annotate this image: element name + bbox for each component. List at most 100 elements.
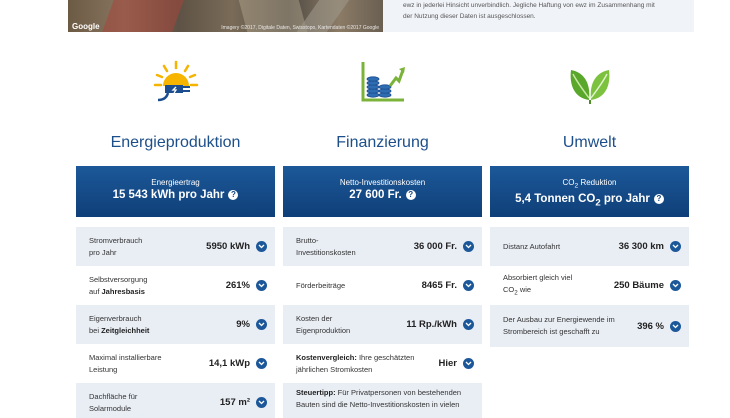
banner-value: 27 600 Fr.	[349, 189, 402, 201]
row-label: Für Privatpersonen von bestehenden	[335, 388, 462, 397]
row-label: pro Jahr	[89, 247, 117, 257]
row-label: Förderbeiträge	[296, 280, 346, 290]
row-label: wie	[517, 284, 532, 294]
row-value: 36 300 km	[618, 241, 664, 252]
row-energy-transition[interactable]: Der Ausbau zur Energiewende im Stromberei…	[490, 305, 689, 347]
row-label-bold: Jahresbasis	[101, 286, 145, 296]
chevron-down-icon[interactable]	[256, 280, 267, 291]
column-title: Umwelt	[562, 134, 617, 151]
banner-value: 15 543 kWh pro Jahr	[112, 189, 225, 201]
row-own-consumption[interactable]: Eigenverbrauch bei Zeitgleichheit 9%	[76, 305, 275, 344]
row-label: Selbstversorgung	[89, 274, 148, 284]
banner-value: pro Jahr	[600, 192, 650, 205]
energy-column: Energieproduktion Energieertrag 15 543 k…	[76, 52, 275, 418]
row-label: Kosten der	[296, 313, 333, 323]
chevron-down-icon[interactable]	[670, 280, 681, 291]
chevron-down-icon[interactable]	[670, 320, 681, 332]
co2-reduction-banner: CO2 Reduktion 5,4 Tonnen CO2 pro Jahr?	[490, 166, 689, 217]
row-label-bold: Steuertipp:	[296, 388, 336, 397]
chevron-down-icon[interactable]	[463, 280, 474, 291]
banner-label: Reduktion	[578, 178, 617, 187]
map-credit: Imagery ©2017, Digitale Daten, Swisstopo…	[221, 25, 379, 31]
row-production-cost[interactable]: Kosten der Eigenproduktion 11 Rp./kWh	[283, 305, 482, 344]
row-subsidies[interactable]: Förderbeiträge 8465 Fr.	[283, 266, 482, 305]
leaves-icon	[490, 52, 689, 112]
chevron-down-icon[interactable]	[256, 319, 267, 330]
row-label: Der Ausbau zur Energiewende im	[503, 315, 615, 324]
question-icon[interactable]: ?	[653, 193, 664, 204]
banner-label: Energieertrag	[151, 178, 200, 187]
net-investment-banner: Netto-Investitionskosten 27 600 Fr.?	[283, 166, 482, 217]
satellite-map[interactable]: Google Imagery ©2017, Digitale Daten, Sw…	[68, 0, 383, 32]
column-title: Finanzierung	[336, 134, 429, 151]
banner-label: CO	[562, 178, 575, 187]
energy-yield-banner: Energieertrag 15 543 kWh pro Jahr?	[76, 166, 275, 217]
row-cost-comparison[interactable]: Kostenvergleich: Ihre geschätzten jährlic…	[283, 344, 482, 383]
row-label: Distanz Autofahrt	[503, 241, 561, 251]
finance-column: Finanzierung Netto-Investitionskosten 27…	[283, 52, 482, 418]
finance-rows: Brutto- Investitionskosten 36 000 Fr. För…	[283, 227, 482, 418]
row-label: Investitionskosten	[296, 247, 356, 257]
chevron-down-icon[interactable]	[463, 319, 474, 330]
chevron-down-icon[interactable]	[256, 358, 267, 369]
row-power-consumption[interactable]: Stromverbrauch pro Jahr 5950 kWh	[76, 227, 275, 266]
row-value: 157 m²	[219, 397, 250, 408]
row-tree-equivalent[interactable]: Absorbiert gleich viel CO2 wie 250 Bäume	[490, 266, 689, 305]
row-self-supply[interactable]: Selbstversorgung auf Jahresbasis 261%	[76, 266, 275, 305]
map-roof	[102, 0, 184, 32]
row-label: Ihre geschätzten	[356, 352, 415, 362]
solar-plug-icon	[76, 52, 275, 112]
row-value: 396 %	[637, 320, 664, 332]
row-value: 250 Bäume	[613, 280, 664, 291]
disclaimer-box: ewz in jederlei Hinsicht unverbindlich. …	[383, 0, 694, 32]
chevron-down-icon[interactable]	[463, 358, 474, 369]
row-label: Eigenverbrauch	[89, 313, 142, 323]
environment-column: Umwelt CO2 Reduktion 5,4 Tonnen CO2 pro …	[490, 52, 689, 347]
row-label: Maximal installierbare	[89, 352, 162, 362]
row-label: Dachfläche für	[89, 391, 138, 401]
row-value: 8465 Fr.	[421, 280, 457, 291]
question-icon[interactable]: ?	[228, 190, 239, 200]
row-label: Leistung	[89, 364, 118, 374]
row-label: bei	[89, 325, 102, 335]
row-value: 11 Rp./kWh	[406, 319, 457, 330]
disclaimer-line: ewz in jederlei Hinsicht unverbindlich. …	[403, 2, 655, 9]
row-label: CO	[503, 284, 515, 294]
row-gross-investment[interactable]: Brutto- Investitionskosten 36 000 Fr.	[283, 227, 482, 266]
banner-value: 5,4 Tonnen CO	[515, 192, 596, 205]
energy-rows: Stromverbrauch pro Jahr 5950 kWh Selbstve…	[76, 227, 275, 418]
row-max-power[interactable]: Maximal installierbare Leistung 14,1 kWp	[76, 344, 275, 383]
chevron-down-icon[interactable]	[256, 241, 267, 252]
question-icon[interactable]: ?	[405, 190, 416, 200]
banner-value-sub: 2	[595, 196, 601, 208]
row-roof-area[interactable]: Dachfläche für Solarmodule 157 m²	[76, 383, 275, 418]
row-value: 9%	[236, 319, 250, 330]
chevron-down-icon[interactable]	[256, 397, 267, 408]
row-label: Solarmodule	[89, 403, 132, 413]
row-label-bold: Kostenvergleich:	[296, 352, 357, 362]
disclaimer-line: der Nutzung dieser Daten ist ausgeschlos…	[403, 13, 536, 20]
row-label: auf	[89, 286, 102, 296]
row-label-sub: 2	[514, 289, 518, 297]
coins-chart-icon	[283, 52, 482, 112]
row-label: Eigenproduktion	[296, 325, 351, 335]
environment-rows: Distanz Autofahrt 36 300 km Absorbiert g…	[490, 227, 689, 347]
row-label: Brutto-	[296, 235, 319, 245]
banner-label-sub: 2	[574, 182, 579, 190]
chevron-down-icon[interactable]	[670, 241, 681, 252]
row-value: 261%	[225, 280, 250, 291]
cost-comparison-link[interactable]: Hier	[438, 358, 457, 369]
row-value: 14,1 kWp	[208, 358, 250, 369]
row-label: Stromverbrauch	[89, 235, 143, 245]
chevron-down-icon[interactable]	[463, 241, 474, 252]
row-value: 5950 kWh	[206, 241, 250, 252]
row-label: Strombereich ist geschafft zu	[503, 327, 600, 336]
google-logo: Google	[72, 22, 100, 31]
row-tax-tip: Steuertipp: Für Privatpersonen von beste…	[283, 383, 482, 418]
banner-label: Netto-Investitionskosten	[339, 178, 426, 187]
row-label: jährlichen Stromkosten	[296, 364, 373, 374]
row-label: Absorbiert gleich viel	[503, 272, 573, 282]
column-title: Energieproduktion	[110, 134, 241, 151]
row-value: 36 000 Fr.	[413, 241, 457, 252]
row-car-distance[interactable]: Distanz Autofahrt 36 300 km	[490, 227, 689, 266]
